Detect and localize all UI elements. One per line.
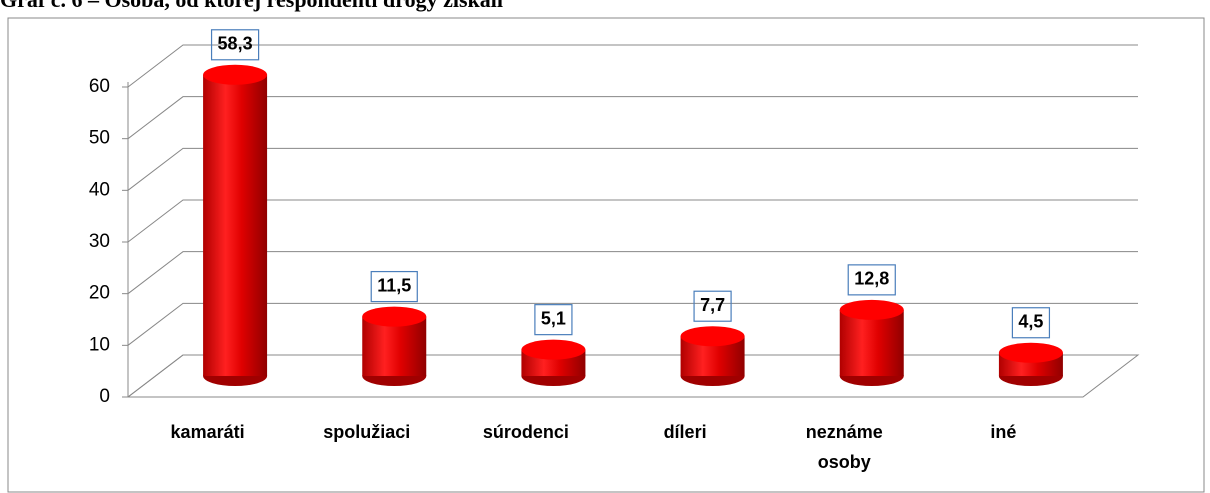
y-tick-label: 10 [89,334,110,355]
x-tick-label: kamaráti [171,422,245,442]
bar [203,64,268,386]
grid-line [127,302,1138,346]
bar-body [203,74,268,377]
bar [998,342,1063,386]
floor [126,354,1140,398]
bar [680,326,745,386]
y-tick-label: 40 [89,179,110,200]
grid-line [127,199,1138,243]
bar [362,306,427,386]
y-tick-label: 20 [89,283,110,304]
value-label-box [847,264,896,296]
bar-top [839,299,904,320]
grid-line [127,354,1138,398]
value-label: 5,1 [541,308,566,328]
x-tick-label: neznáme osoby [806,422,883,472]
x-tick-label: iné [990,422,1016,442]
bar-top [203,64,268,85]
value-label: 58,3 [218,34,253,54]
bar-top [362,306,427,327]
bar [839,299,904,386]
value-label-box [1011,307,1051,339]
value-label: 7,7 [700,295,725,315]
grid-line [127,251,1138,295]
value-label: 4,5 [1018,312,1043,332]
bar-top [680,326,745,347]
value-label: 12,8 [854,269,889,289]
x-tick-label: súrodenci [483,422,569,442]
bar-top [521,339,586,360]
value-label-box [210,29,260,61]
value-label-box [693,290,732,322]
chart-border [7,17,1205,493]
x-tick-label: díleri [664,422,707,442]
bar [521,339,586,386]
y-tick-label: 0 [99,386,110,407]
value-label-box [534,304,573,336]
bar-body [839,309,904,376]
value-label: 11,5 [377,275,411,295]
grid-line [127,147,1138,191]
grid-line [127,96,1138,140]
y-tick-label: 50 [89,128,110,149]
value-label-box [370,270,418,303]
chart-title: Graf č. 6 – Osoba, od ktorej respondenti… [0,0,503,12]
bar-top [998,342,1063,363]
y-tick-label: 60 [89,76,110,97]
grid-line [127,44,1138,88]
y-tick-label: 30 [89,231,110,252]
x-tick-label: spolužiaci [323,422,410,442]
